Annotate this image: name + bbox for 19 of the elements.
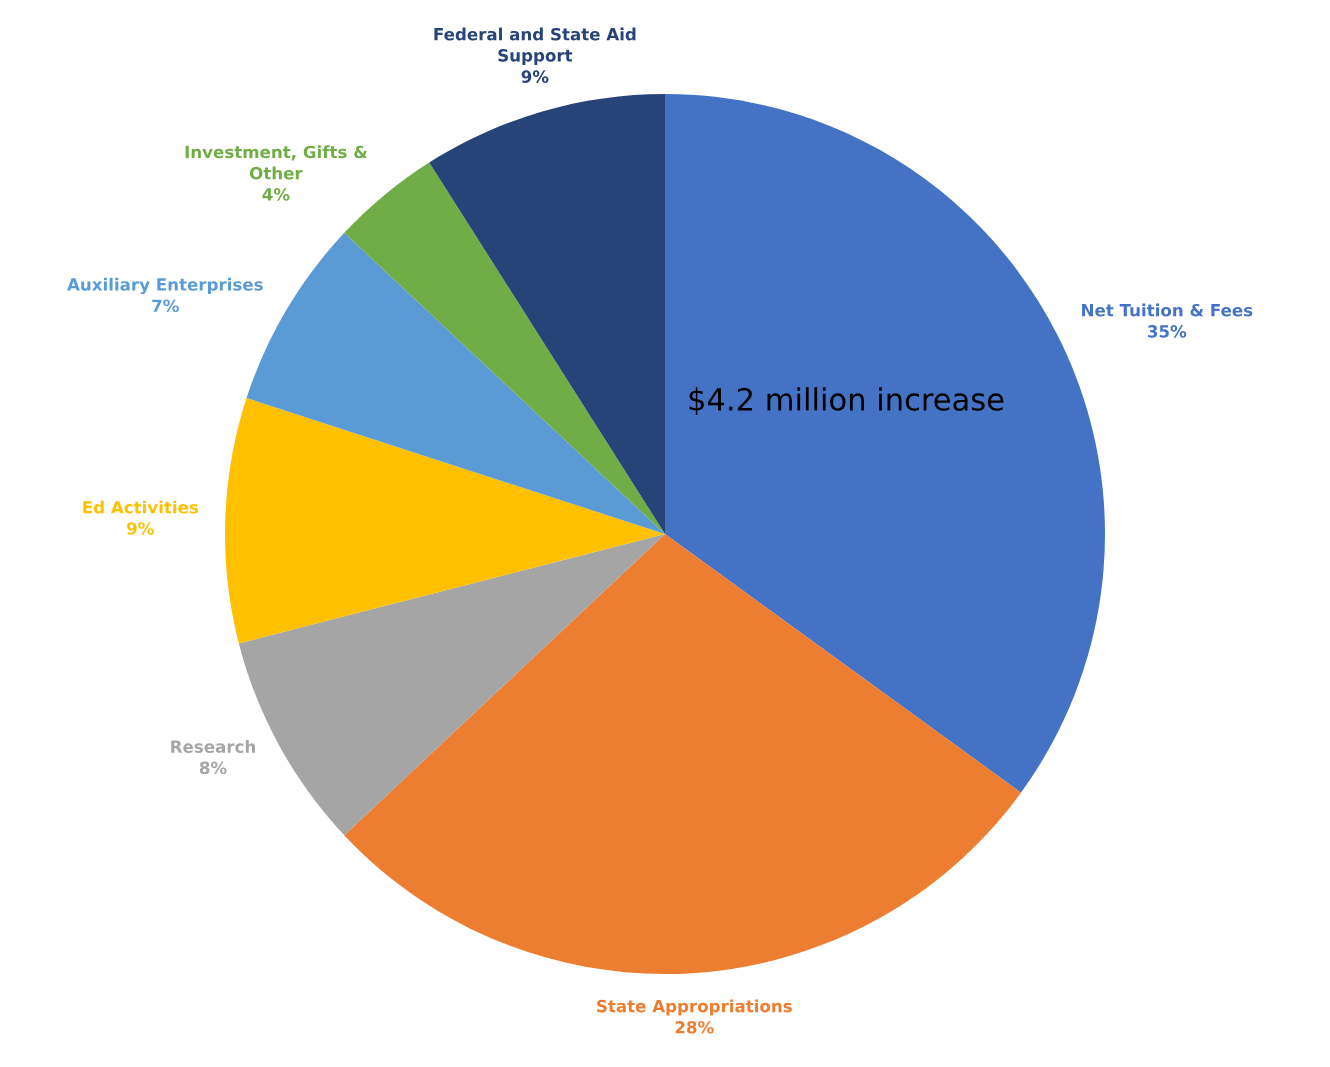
data-label: 28% [675,1020,714,1034]
data-label: 35% [1147,325,1187,338]
data-label: 8% [199,761,227,775]
data-label: 7% [152,299,179,313]
pie-slice [429,94,665,534]
slice-label: Ed Activities [83,500,199,514]
slice-label: Investment, Gifts & Other [185,145,368,180]
slice-label: Auxiliary Enterprises [67,277,263,295]
slice-label: State Appropriations [597,999,792,1016]
data-label: 9% [521,70,549,83]
text: $4.2 million increase [689,387,1004,415]
slice-label: Federal and State Aid Support [434,27,636,65]
pie-slice [344,162,665,534]
pie-slice [225,398,665,644]
pie-slice [344,534,1021,974]
slice-label: Research [171,740,255,753]
data-label: 4% [262,188,290,201]
slice-label: Net Tuition & Fees [1082,303,1253,317]
data-label: 9% [127,522,154,535]
